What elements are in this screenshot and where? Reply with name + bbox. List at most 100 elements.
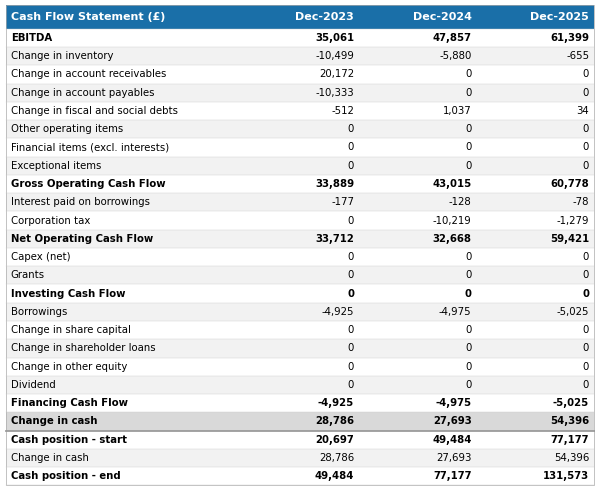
Bar xyxy=(476,83,594,102)
Text: Net Operating Cash Flow: Net Operating Cash Flow xyxy=(11,234,153,244)
Bar xyxy=(241,193,359,212)
Text: 0: 0 xyxy=(347,252,354,262)
Bar xyxy=(476,303,594,321)
Text: -512: -512 xyxy=(331,106,354,116)
Bar xyxy=(359,394,476,412)
Bar xyxy=(6,248,241,266)
Bar xyxy=(6,5,241,29)
Text: Borrowings: Borrowings xyxy=(11,307,67,317)
Text: 0: 0 xyxy=(465,69,472,79)
Text: 20,697: 20,697 xyxy=(315,435,354,445)
Bar xyxy=(359,431,476,449)
Text: Change in account payables: Change in account payables xyxy=(11,88,154,98)
Text: -177: -177 xyxy=(331,197,354,207)
Bar xyxy=(476,339,594,357)
Text: 0: 0 xyxy=(347,270,354,280)
Text: Grants: Grants xyxy=(11,270,45,280)
Text: 32,668: 32,668 xyxy=(433,234,472,244)
Text: 77,177: 77,177 xyxy=(433,471,472,481)
Bar xyxy=(476,394,594,412)
Bar xyxy=(241,412,359,431)
Text: 1,037: 1,037 xyxy=(443,106,472,116)
Text: 27,693: 27,693 xyxy=(436,453,472,463)
Text: 0: 0 xyxy=(583,142,589,153)
Bar xyxy=(476,193,594,212)
Text: 28,786: 28,786 xyxy=(315,417,354,427)
Text: 0: 0 xyxy=(347,362,354,372)
Bar xyxy=(359,248,476,266)
Text: 77,177: 77,177 xyxy=(551,435,589,445)
Text: 0: 0 xyxy=(347,288,354,298)
Bar xyxy=(241,357,359,376)
Text: Dec-2023: Dec-2023 xyxy=(295,12,354,22)
Text: 0: 0 xyxy=(465,380,472,390)
Text: 54,396: 54,396 xyxy=(554,453,589,463)
Bar xyxy=(359,29,476,47)
Text: Change in cash: Change in cash xyxy=(11,453,89,463)
Text: Cash position - end: Cash position - end xyxy=(11,471,121,481)
Bar xyxy=(6,29,241,47)
Bar xyxy=(359,102,476,120)
Text: 0: 0 xyxy=(347,161,354,171)
Text: 0: 0 xyxy=(465,270,472,280)
Text: 0: 0 xyxy=(583,362,589,372)
Text: Change in fiscal and social debts: Change in fiscal and social debts xyxy=(11,106,178,116)
Text: 0: 0 xyxy=(465,362,472,372)
Text: 0: 0 xyxy=(583,325,589,335)
Text: Other operating items: Other operating items xyxy=(11,124,123,134)
Bar xyxy=(6,120,241,138)
Text: 0: 0 xyxy=(583,161,589,171)
Bar xyxy=(476,266,594,284)
Bar xyxy=(359,339,476,357)
Bar xyxy=(241,175,359,193)
Text: 0: 0 xyxy=(582,288,589,298)
Bar xyxy=(476,102,594,120)
Bar xyxy=(476,467,594,486)
Bar xyxy=(359,376,476,394)
Text: -5,880: -5,880 xyxy=(439,51,472,61)
Text: Change in account receivables: Change in account receivables xyxy=(11,69,166,79)
Bar xyxy=(476,212,594,230)
Text: -1,279: -1,279 xyxy=(557,216,589,226)
Text: 27,693: 27,693 xyxy=(433,417,472,427)
Bar xyxy=(359,157,476,175)
Bar xyxy=(241,65,359,83)
Bar xyxy=(6,431,241,449)
Bar xyxy=(241,5,359,29)
Text: 43,015: 43,015 xyxy=(433,179,472,189)
Bar xyxy=(476,248,594,266)
Bar xyxy=(476,157,594,175)
Bar xyxy=(359,230,476,248)
Bar xyxy=(6,321,241,339)
Bar xyxy=(476,65,594,83)
Bar xyxy=(6,449,241,467)
Text: Dividend: Dividend xyxy=(11,380,56,390)
Bar xyxy=(359,120,476,138)
Text: 0: 0 xyxy=(583,343,589,353)
Bar xyxy=(6,412,241,431)
Bar xyxy=(241,138,359,157)
Text: 0: 0 xyxy=(465,252,472,262)
Text: EBITDA: EBITDA xyxy=(11,33,52,43)
Text: -10,499: -10,499 xyxy=(315,51,354,61)
Text: 35,061: 35,061 xyxy=(315,33,354,43)
Bar xyxy=(241,431,359,449)
Bar xyxy=(241,102,359,120)
Text: Cash position - start: Cash position - start xyxy=(11,435,127,445)
Bar xyxy=(476,138,594,157)
Bar xyxy=(359,467,476,486)
Bar xyxy=(241,339,359,357)
Text: 0: 0 xyxy=(583,252,589,262)
Bar xyxy=(6,339,241,357)
Text: 0: 0 xyxy=(583,69,589,79)
Bar xyxy=(359,47,476,65)
Text: -10,219: -10,219 xyxy=(433,216,472,226)
Text: 0: 0 xyxy=(347,216,354,226)
Text: 0: 0 xyxy=(347,380,354,390)
Bar xyxy=(476,284,594,303)
Bar xyxy=(241,29,359,47)
Bar xyxy=(241,47,359,65)
Bar xyxy=(6,83,241,102)
Bar xyxy=(359,266,476,284)
Bar xyxy=(359,303,476,321)
